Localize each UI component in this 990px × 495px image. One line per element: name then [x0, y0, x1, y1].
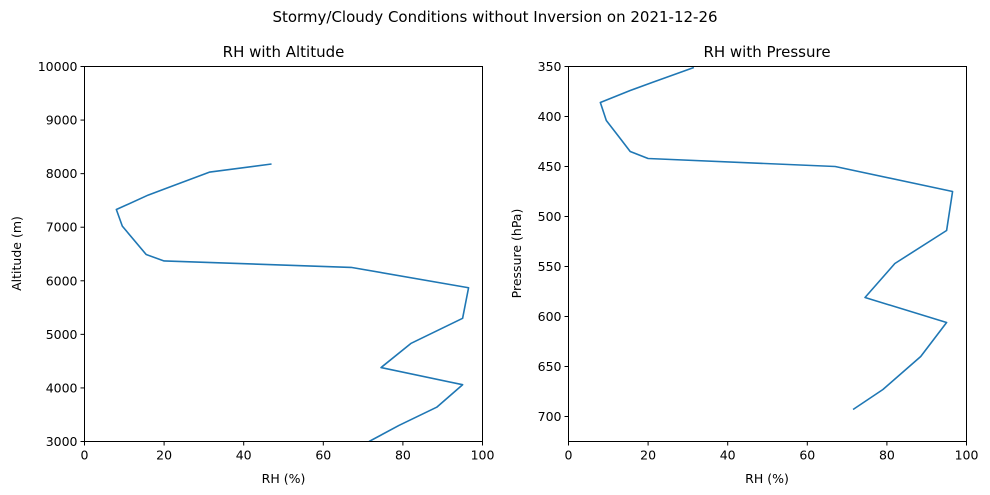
subplot-rh-altitude: RH with Altitude RH (%) Altitude (m) 0 20…	[9, 43, 494, 486]
y-tick-label: 650	[538, 359, 562, 374]
axes-frame	[84, 66, 483, 442]
y-tick-label: 400	[538, 109, 562, 124]
y-axis-label: Altitude (m)	[9, 216, 24, 291]
y-tick-label: 700	[538, 409, 562, 424]
y-tick-label: 550	[538, 259, 562, 274]
y-tick-label: 9000	[46, 113, 78, 128]
x-tick-label: 0	[565, 448, 573, 463]
plot-area	[599, 66, 954, 411]
y-tick-label: 7000	[46, 220, 78, 235]
y-tick-label: 8000	[46, 166, 78, 181]
x-tick-label: 40	[720, 448, 736, 463]
x-tick-label: 20	[640, 448, 656, 463]
x-axis-label: RH (%)	[745, 471, 789, 486]
y-tick-label: 10000	[38, 59, 78, 74]
rh-profile-line	[599, 66, 954, 411]
rh-profile-line	[115, 163, 470, 442]
x-tick-label: 40	[236, 448, 252, 463]
x-tick-label: 100	[955, 448, 979, 463]
x-tick-label: 100	[471, 448, 495, 463]
axes-frame	[568, 66, 967, 442]
plot-area	[115, 163, 470, 442]
y-tick-label: 350	[538, 59, 562, 74]
x-axis-label: RH (%)	[262, 471, 306, 486]
figure-suptitle: Stormy/Cloudy Conditions without Inversi…	[272, 8, 717, 26]
x-tick-label: 0	[81, 448, 89, 463]
y-axis-label: Pressure (hPa)	[509, 209, 524, 299]
y-tick-label: 600	[538, 309, 562, 324]
subplot-title: RH with Pressure	[703, 43, 830, 61]
x-tick-label: 60	[799, 448, 815, 463]
y-tick-label: 500	[538, 209, 562, 224]
y-tick-label: 4000	[46, 380, 78, 395]
axis-ticks: 0 20 40 60 80 100 3000 4000 5000 6000 7000 8000 9000…	[38, 59, 495, 463]
subplot-title: RH with Altitude	[223, 43, 345, 61]
y-tick-label: 450	[538, 159, 562, 174]
x-tick-label: 80	[879, 448, 895, 463]
x-tick-label: 60	[315, 448, 331, 463]
axis-ticks: 0 20 40 60 80 100 350 400 450 500 550 600 650 700	[538, 59, 979, 463]
y-tick-label: 5000	[46, 327, 78, 342]
x-tick-label: 80	[395, 448, 411, 463]
y-tick-label: 6000	[46, 273, 78, 288]
x-tick-label: 20	[156, 448, 172, 463]
y-tick-label: 3000	[46, 434, 78, 449]
subplot-rh-pressure: RH with Pressure RH (%) Pressure (hPa) 0…	[509, 43, 978, 486]
